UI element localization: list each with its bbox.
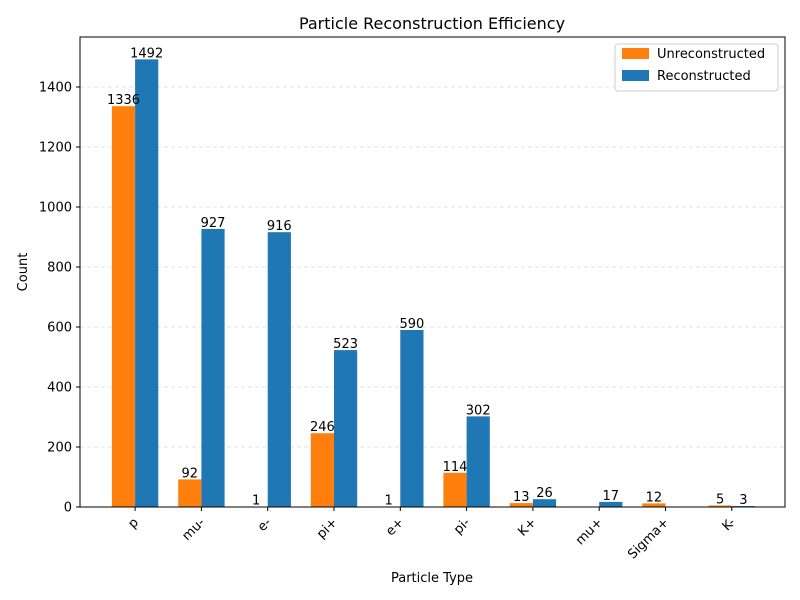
y-tick-label: 400: [47, 380, 72, 395]
legend-swatch-reconstructed: [622, 70, 649, 81]
data-label: 523: [333, 337, 358, 352]
y-axis-title: Count: [16, 253, 31, 292]
y-tick-label: 200: [47, 440, 72, 455]
legend-swatch-unreconstructed: [622, 48, 649, 59]
bar-unreconstructed-Sigma+: [642, 503, 666, 507]
bar-reconstructed-K+: [532, 499, 557, 507]
data-label: 246: [310, 420, 335, 435]
data-label: 3: [739, 493, 747, 508]
bar-unreconstructed-pi+: [310, 433, 334, 507]
y-tick-label: 600: [47, 320, 72, 335]
bar-reconstructed-mu+: [599, 501, 623, 507]
legend-frame: [614, 43, 779, 92]
bars: [111, 59, 755, 508]
y-tick-label: 1000: [39, 200, 72, 215]
data-label: 92: [182, 466, 199, 481]
data-label: 12: [646, 490, 663, 505]
data-label: 1: [252, 494, 260, 509]
bar-unreconstructed-mu-: [178, 479, 202, 507]
bar-reconstructed-p: [135, 59, 159, 507]
bar-unreconstructed-K+: [509, 503, 533, 507]
y-tick-label: 1200: [39, 140, 72, 155]
bar-unreconstructed-pi-: [443, 472, 467, 507]
bar-reconstructed-e+: [400, 329, 424, 507]
data-label: 5: [716, 492, 724, 507]
bar-reconstructed-e-: [267, 232, 291, 508]
y-tick-label: 800: [47, 260, 72, 275]
bar-reconstructed-pi+: [334, 350, 358, 507]
data-label: 927: [201, 216, 226, 231]
chart-title: Particle Reconstruction Efficiency: [299, 14, 565, 33]
plot-frame: [79, 36, 786, 508]
data-label: 13: [513, 490, 530, 505]
data-labels: 1336 1492 92 927 1 916 246 523 1 590 114 302 13 26 17 1…: [107, 46, 748, 508]
data-label: 916: [267, 219, 292, 234]
data-label: 302: [466, 403, 491, 418]
bar-reconstructed-pi-: [466, 416, 490, 507]
legend-label-unreconstructed: Unreconstructed: [657, 47, 765, 62]
data-label: 1: [385, 494, 393, 509]
data-label: 114: [443, 460, 468, 475]
legend: Unreconstructed Reconstructed: [614, 43, 779, 92]
y-tick-label: 0: [64, 501, 72, 516]
gridlines: [80, 86, 785, 448]
data-label: 1336: [107, 93, 140, 108]
legend-label-reconstructed: Reconstructed: [657, 69, 751, 84]
data-label: 1492: [130, 46, 163, 61]
data-label: 590: [399, 317, 424, 332]
data-label: 26: [536, 486, 553, 501]
bar-unreconstructed-p: [111, 106, 136, 507]
y-tick-label: 1400: [39, 80, 72, 95]
data-label: 17: [603, 489, 620, 504]
bar-unreconstructed-K-: [708, 505, 732, 507]
y-axis-ticks: 0 200 400 600 800 1000 1200 1400: [39, 80, 80, 516]
bar-reconstructed-mu-: [201, 228, 225, 507]
x-axis-title: Particle Type: [391, 571, 473, 586]
